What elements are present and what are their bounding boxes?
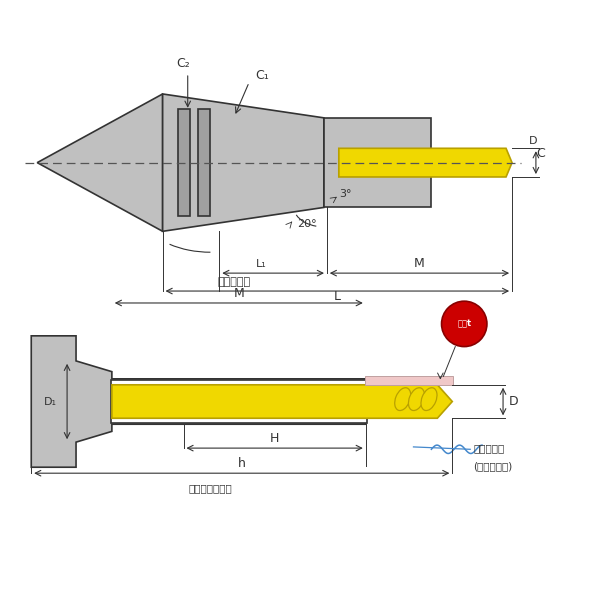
Text: 3°: 3°: [339, 189, 352, 199]
Ellipse shape: [395, 388, 411, 410]
Polygon shape: [339, 148, 512, 177]
Text: (最低把持長): (最低把持長): [473, 461, 512, 471]
Text: C₁: C₁: [255, 69, 269, 82]
Text: D: D: [509, 395, 518, 408]
Bar: [178, 109, 190, 217]
Polygon shape: [324, 118, 431, 208]
Polygon shape: [112, 385, 452, 418]
Text: D₁: D₁: [44, 397, 57, 407]
Text: 加工有効長: 加工有効長: [218, 277, 251, 287]
Circle shape: [442, 301, 487, 347]
Text: H: H: [270, 432, 280, 445]
Text: L: L: [334, 290, 341, 303]
Bar: [110, 380, 367, 423]
Polygon shape: [163, 94, 324, 232]
Text: つかみ長さ: つかみ長さ: [473, 443, 505, 453]
Ellipse shape: [409, 388, 424, 410]
Text: 肉厘t: 肉厘t: [457, 319, 471, 328]
Bar: [199, 109, 211, 217]
Text: h: h: [238, 457, 246, 470]
Text: D: D: [529, 136, 537, 146]
Bar: [365, 376, 453, 385]
Ellipse shape: [421, 388, 437, 410]
Text: C: C: [536, 146, 545, 160]
Text: 20°: 20°: [297, 219, 317, 229]
Text: M: M: [414, 257, 425, 270]
Text: L₁: L₁: [256, 259, 266, 269]
Polygon shape: [37, 94, 163, 232]
Text: C₂: C₂: [176, 57, 190, 70]
Polygon shape: [31, 336, 365, 467]
Text: M: M: [233, 287, 244, 300]
Text: 工具最大挿入長: 工具最大挿入長: [188, 483, 232, 493]
